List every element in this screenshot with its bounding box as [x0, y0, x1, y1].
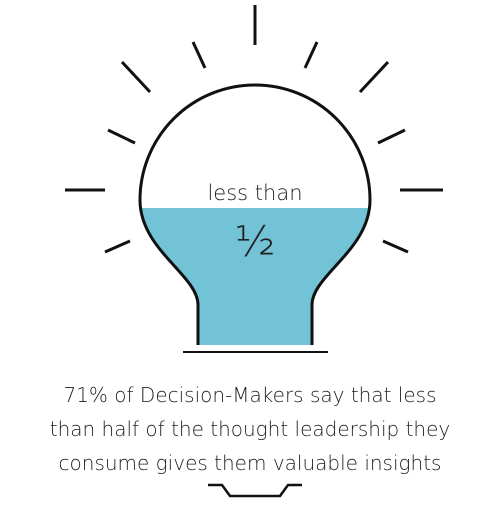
- ray: [303, 41, 319, 69]
- ray: [107, 128, 136, 145]
- ray: [382, 239, 409, 254]
- ray: [104, 239, 131, 254]
- ray: [358, 60, 390, 94]
- ray: [191, 41, 207, 69]
- rays: [65, 5, 443, 254]
- caption-line: than half of the thought leadership they: [50, 417, 451, 441]
- ray: [120, 60, 152, 94]
- ray: [377, 128, 406, 145]
- bulb-fraction: ½: [235, 217, 276, 266]
- bulb-connector: [208, 483, 302, 498]
- bulb-label: less than: [207, 181, 302, 205]
- bulb-outline: [138, 83, 372, 345]
- caption-line: consume gives them valuable insights: [59, 451, 442, 475]
- caption-line: 71% of Decision-Makers say that less: [63, 383, 436, 407]
